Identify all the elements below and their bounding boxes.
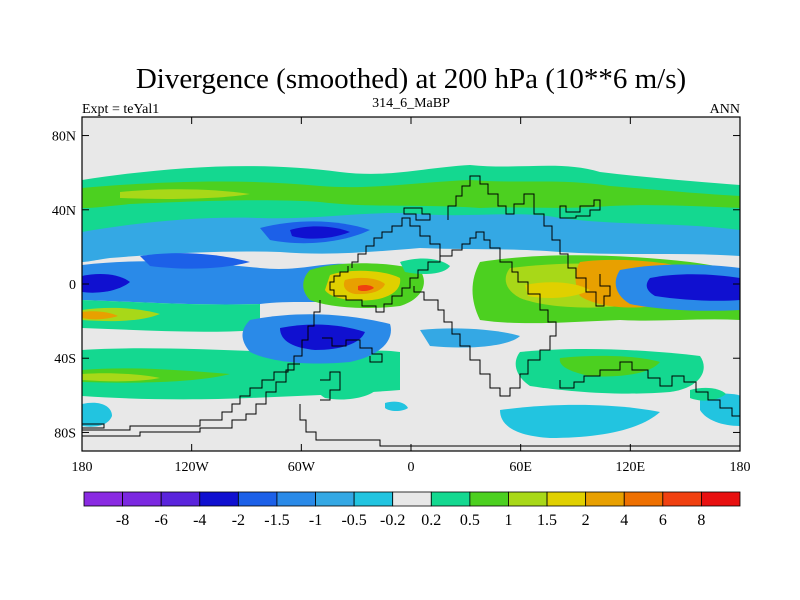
colorbar-label: 1: [504, 512, 512, 529]
y-tick-label: 0: [69, 278, 76, 293]
subtitle-center: 314_6_MaBP: [372, 96, 450, 111]
field-equator-blue-west2: [140, 253, 250, 269]
x-axis: 180 120W 60W 0 60E 120E 180: [72, 117, 751, 475]
colorbar-swatch: [160, 491, 201, 507]
colorbar-swatch: [353, 491, 394, 507]
colorbar: -8 -6 -4 -2 -1.5 -1 -0.5 -0.2 0.2 0.5 1 1.5 2 4 6 8: [83, 491, 741, 529]
colorbar-label: 4: [620, 512, 628, 529]
colorbar-swatch: [469, 491, 509, 507]
colorbar-swatch: [623, 491, 664, 507]
x-tick-label: 60W: [288, 460, 316, 475]
colorbar-label: -1.5: [264, 512, 289, 529]
field-band-north-yellowgreen: [82, 180, 740, 208]
colorbar-swatch: [392, 491, 432, 507]
outline-europe-asia: [351, 175, 611, 307]
colorbar-label: 6: [659, 512, 667, 529]
colorbar-label: -6: [155, 512, 168, 529]
colorbar-swatch: [430, 491, 471, 507]
colorbar-label: -8: [116, 512, 129, 529]
colorbar-swatch: [546, 491, 587, 507]
field-sh-cyan-west: [82, 402, 112, 427]
outline-east-asia: [403, 199, 601, 221]
field-deepblue-north-core: [290, 226, 350, 239]
colorbar-label: 0.5: [460, 512, 480, 529]
outline-antarctic-edge: [82, 423, 105, 429]
colorbar-label: -4: [193, 512, 206, 529]
y-tick-label: 40N: [52, 204, 76, 219]
field-sio-blue: [420, 328, 520, 348]
field-equator-darkblue-west: [82, 274, 130, 293]
colorbar-swatch: [83, 491, 123, 507]
colorbar-swatch: [122, 491, 162, 507]
colorbar-label: 1.5: [537, 512, 557, 529]
colorbar-label: 0.2: [421, 512, 441, 529]
colorbar-label: -0.5: [341, 512, 366, 529]
map-plot-area: [82, 117, 740, 451]
colorbar-swatch: [199, 491, 239, 507]
outline-south-america: [82, 300, 383, 437]
land-outlines: [82, 175, 740, 447]
field-south-yellow: [82, 373, 160, 382]
y-tick-label: 80N: [52, 130, 76, 145]
subtitle-right: ANN: [710, 102, 740, 117]
y-axis: 80N 40N 0 40S 80S: [52, 130, 740, 441]
field-sh-green-atlantic: [316, 377, 380, 400]
colorbar-label: -1: [309, 512, 322, 529]
field-equator-blue: [82, 261, 350, 305]
field-sh-cyan-far-east: [700, 393, 740, 426]
subtitle-left: Expt = teYal1: [82, 102, 159, 117]
field-indian-yellow2: [525, 282, 590, 298]
colorbar-swatch: [508, 491, 548, 507]
field-equator-orange-west: [82, 311, 118, 320]
y-tick-label: 80S: [54, 426, 76, 441]
field-pacific-darkblue: [646, 274, 740, 301]
chart-title: Divergence (smoothed) at 200 hPa (10**6 …: [136, 63, 686, 95]
colorbar-swatch: [585, 491, 625, 507]
field-atlantic-red: [358, 284, 374, 292]
outline-southern-coast: [82, 363, 740, 447]
colorbar-swatch: [315, 491, 355, 507]
colorbar-swatch: [276, 491, 316, 507]
field-sh-cyan-atlantic: [385, 401, 408, 411]
colorbar-label: 2: [582, 512, 590, 529]
x-tick-label: 180: [72, 460, 93, 475]
colorbar-label: -0.2: [380, 512, 405, 529]
field-yellow-north: [120, 189, 250, 199]
x-tick-label: 180: [730, 460, 751, 475]
x-tick-label: 120E: [616, 460, 646, 475]
y-tick-label: 40S: [54, 352, 76, 367]
x-tick-label: 120W: [175, 460, 210, 475]
colorbar-label: 8: [697, 512, 705, 529]
field-blue-band-north: [82, 213, 740, 262]
colorbar-label: -2: [232, 512, 245, 529]
field-equator-green-west: [82, 300, 260, 332]
field-south-darkblue: [280, 324, 365, 350]
divergence-field: [82, 165, 740, 438]
x-tick-label: 60E: [509, 460, 532, 475]
colorbar-swatch: [662, 491, 702, 507]
colorbar-swatch: [237, 491, 278, 507]
x-tick-label: 0: [408, 460, 415, 475]
colorbar-swatch: [701, 491, 741, 507]
field-sio-yellowgreen: [559, 355, 660, 377]
outline-africa: [329, 231, 557, 397]
field-sh-cyan-east: [500, 404, 660, 438]
outline-australia: [559, 361, 740, 417]
